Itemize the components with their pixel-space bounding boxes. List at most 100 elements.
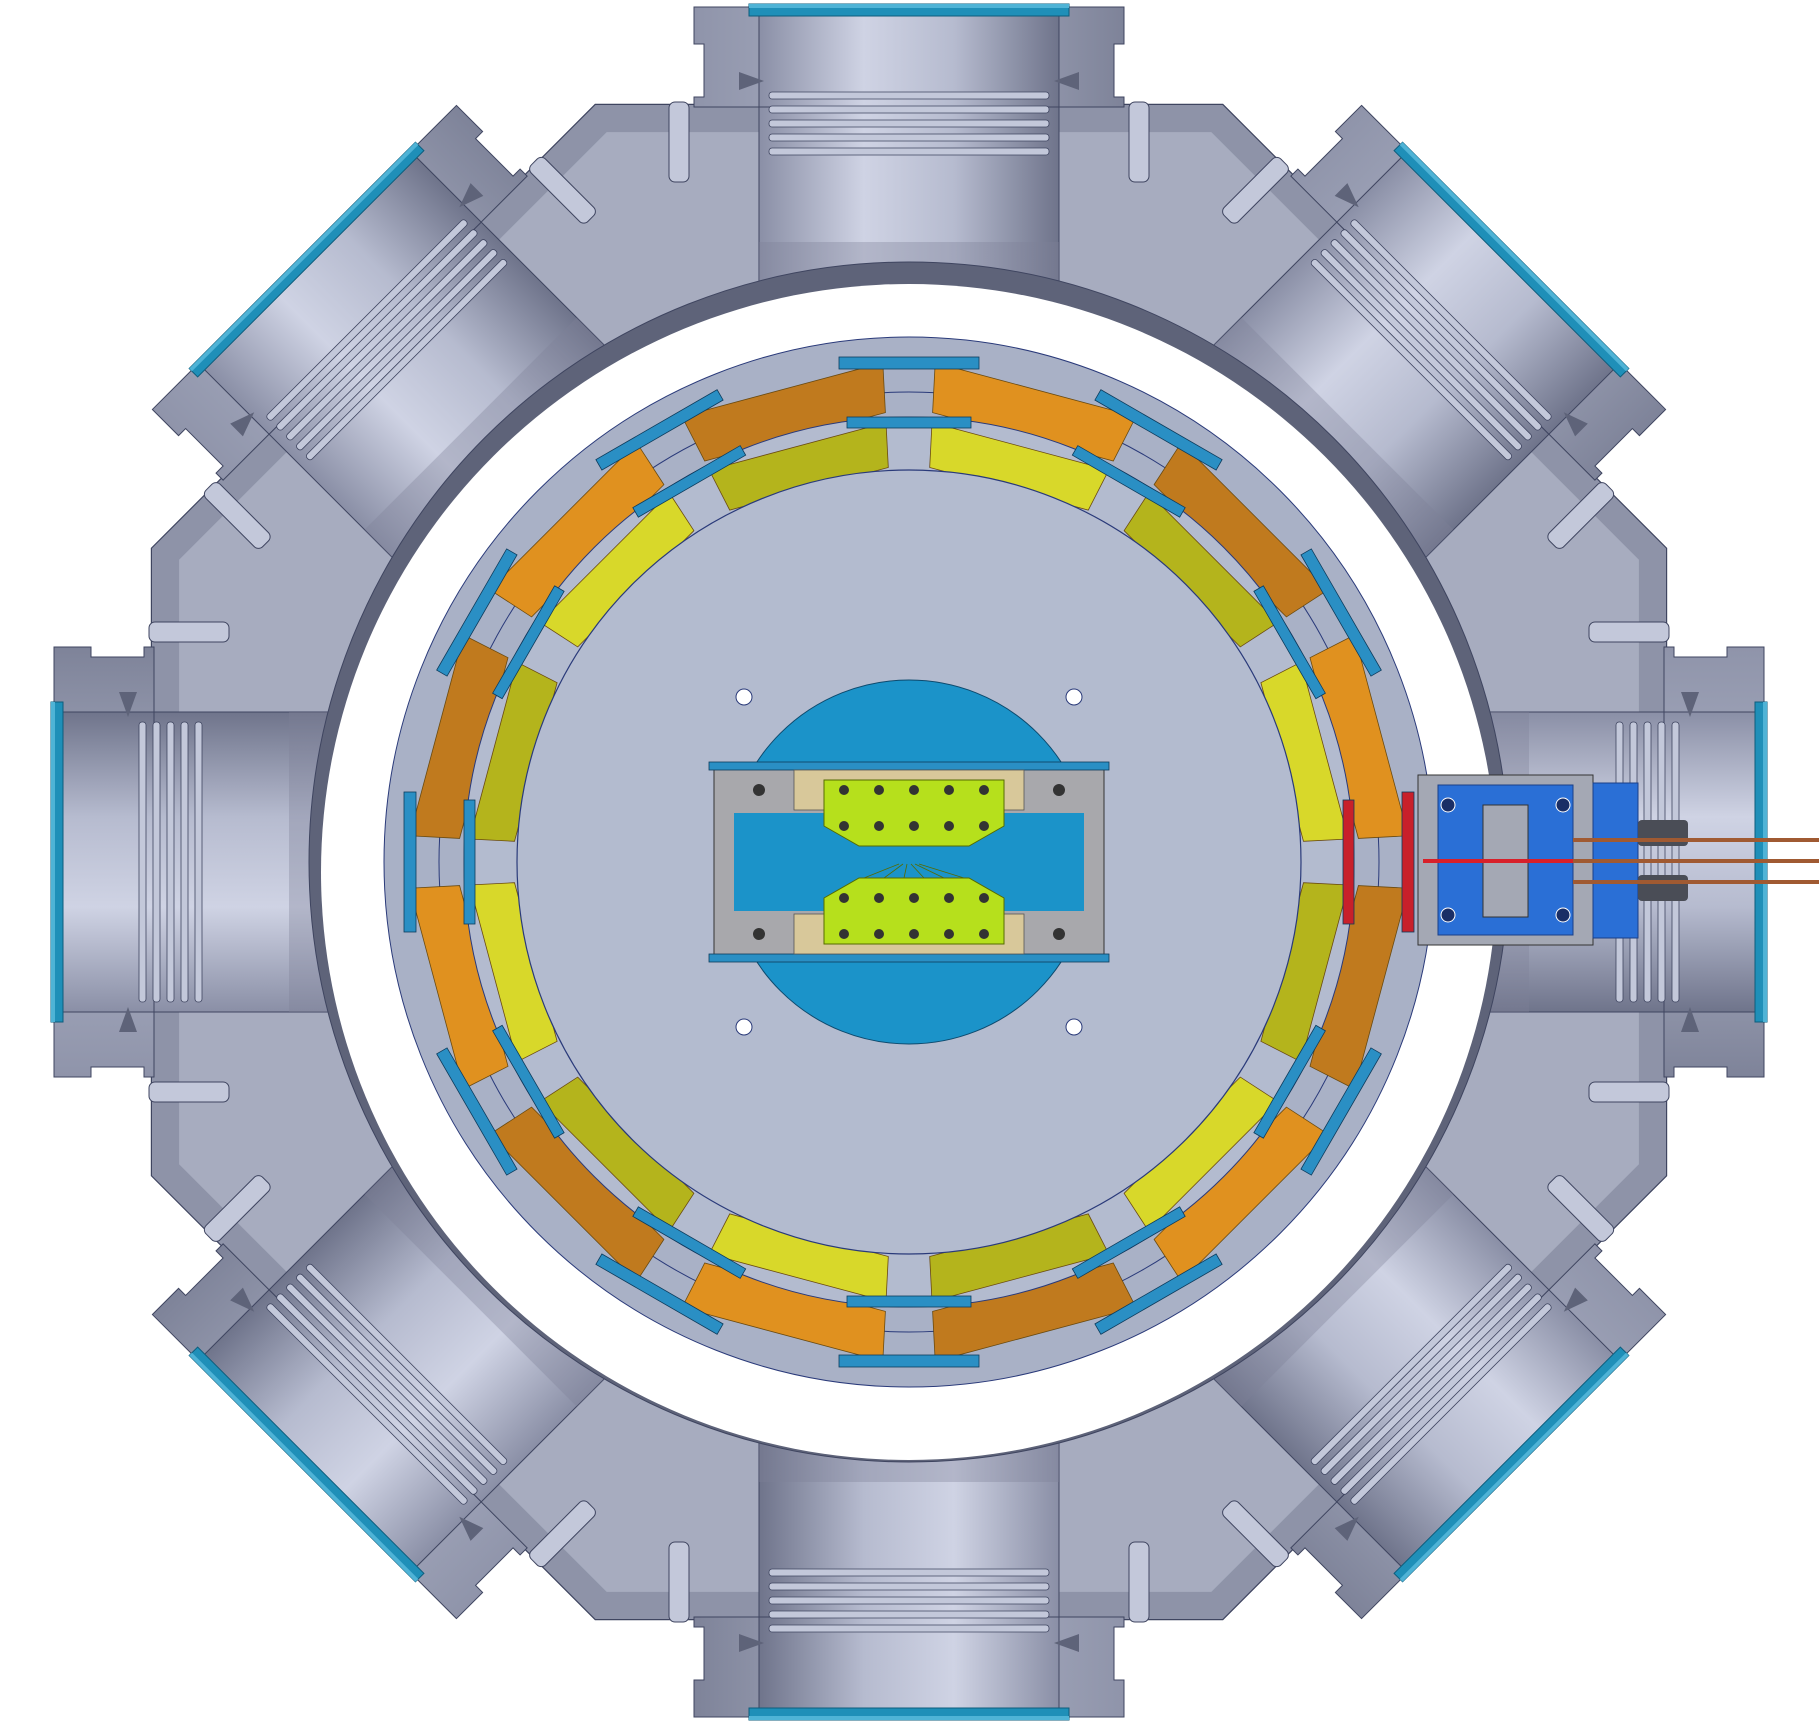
outer-ring-segment xyxy=(1309,634,1409,839)
viewport-window-highlight xyxy=(51,702,55,1022)
bolt-slot xyxy=(529,1500,596,1568)
feedthrough-screw xyxy=(1555,797,1571,813)
knife-edge xyxy=(1681,1007,1699,1032)
electrode-bar-inner xyxy=(846,416,972,429)
electrode-bar-outer xyxy=(1300,1047,1382,1176)
port-bellows-groove xyxy=(768,133,1050,142)
electrode-bar-outer xyxy=(595,1253,724,1335)
knife-edge xyxy=(1334,183,1359,208)
electrode-ring-icon xyxy=(846,1295,972,1308)
trap-corner-screw xyxy=(753,784,765,796)
bolt-slot xyxy=(1547,482,1615,549)
port-bellows-groove xyxy=(166,721,175,1003)
electrode-bar-outer xyxy=(403,791,417,933)
outer-ring-segment xyxy=(489,442,665,618)
outer-ring-segment xyxy=(1153,442,1329,618)
electrode-bar-inner xyxy=(1253,585,1326,700)
trap-electrode-line xyxy=(914,863,945,879)
electrode-ring-icon xyxy=(1071,1206,1186,1279)
outer-ring-segment xyxy=(489,1106,665,1282)
inner-ring-segment xyxy=(469,661,558,842)
outer-ring-segment xyxy=(932,1262,1137,1362)
electrode-bar-inner xyxy=(632,1206,747,1279)
port-bellows-groove xyxy=(1320,249,1522,451)
viewport-window-highlight xyxy=(189,1352,419,1582)
electrode-bar-inner xyxy=(846,1295,972,1308)
electrode-ring-icon xyxy=(1300,1047,1382,1176)
knife-edge xyxy=(459,183,484,208)
knife-edge xyxy=(119,1007,137,1032)
bolt-slot xyxy=(148,1081,230,1103)
electrode-bar-inner xyxy=(1071,1206,1186,1279)
electrode-ring-icon xyxy=(838,356,980,370)
trap-screw xyxy=(839,893,849,903)
trap-corner-screw xyxy=(753,928,765,940)
bolt-slot xyxy=(203,482,271,549)
outer-ring-segment xyxy=(1153,1106,1329,1282)
electrode-ring-icon xyxy=(838,1354,980,1368)
trap-bottom-rail xyxy=(708,953,1110,963)
viewport-window-icon xyxy=(188,141,425,378)
trap-screw xyxy=(874,893,884,903)
electrode-ring-icon xyxy=(492,1024,565,1139)
port-bellows-groove xyxy=(1350,219,1552,421)
port-bellows-groove xyxy=(768,1610,1050,1619)
electrode-bar-outer xyxy=(1401,791,1415,933)
viewport-window-highlight xyxy=(749,4,1069,8)
feedthrough-screw xyxy=(1555,907,1571,923)
bolt-slot xyxy=(1588,621,1670,643)
port-bellows-groove xyxy=(1320,1273,1522,1475)
electrode-bar-outer xyxy=(838,1354,980,1368)
port-bellows-groove xyxy=(768,105,1050,114)
knife-edge xyxy=(459,1516,484,1541)
knife-edge xyxy=(230,412,255,437)
trap-electrode-line xyxy=(863,863,900,879)
inner-ring-segment xyxy=(708,1213,889,1302)
electrode-bar-inner xyxy=(1253,1024,1326,1139)
knife-edge xyxy=(1334,1516,1359,1541)
bolt-slot xyxy=(148,621,230,643)
trap-screw xyxy=(874,929,884,939)
viewport-window-highlight xyxy=(189,142,419,372)
trap-screw xyxy=(874,821,884,831)
feedthrough-connector xyxy=(1638,820,1688,846)
knife-edge xyxy=(739,72,764,90)
port-bellows-groove xyxy=(1310,258,1513,461)
electrode-bar-inner xyxy=(492,1024,565,1139)
inner-ring-segment xyxy=(929,1213,1110,1302)
trap-electrode-line xyxy=(910,863,925,879)
port-bellows-groove xyxy=(1330,1283,1532,1485)
electrode-ring-icon xyxy=(492,585,565,700)
bolt-slot xyxy=(529,156,596,224)
mounting-hole xyxy=(1065,688,1083,706)
electrode-ring-icon xyxy=(632,1206,747,1279)
bolt-slot xyxy=(1128,101,1150,183)
port-flange-bore xyxy=(758,1616,1060,1713)
electrode-ring-icon xyxy=(595,1253,724,1335)
trap-screw xyxy=(909,785,919,795)
trap-screw xyxy=(839,785,849,795)
trap-screw xyxy=(944,929,954,939)
port-bellows-groove xyxy=(1330,239,1532,441)
electrode-bar-outer xyxy=(838,356,980,370)
port-bellows-groove xyxy=(768,1568,1050,1577)
electrode-ring-icon xyxy=(1094,1253,1223,1335)
inner-ring-segment xyxy=(929,422,1110,511)
trap-screw xyxy=(944,785,954,795)
trap-screw xyxy=(944,893,954,903)
electrode-bar-outer xyxy=(1300,548,1382,677)
trap-screw xyxy=(874,785,884,795)
trap-electrode-line xyxy=(883,863,904,879)
feedthrough-screw xyxy=(1440,797,1456,813)
knife-edge xyxy=(1681,692,1699,717)
port-bellows-groove xyxy=(305,1263,508,1466)
trap-screw xyxy=(839,929,849,939)
bolt-slot xyxy=(1128,1541,1150,1623)
inner-ring-segment xyxy=(708,422,889,511)
knife-edge xyxy=(1563,412,1588,437)
knife-edge xyxy=(1054,72,1079,90)
port-bellows-groove xyxy=(305,258,508,461)
electrode-ring-icon xyxy=(1094,389,1223,471)
inner-ring-segment xyxy=(539,492,695,648)
